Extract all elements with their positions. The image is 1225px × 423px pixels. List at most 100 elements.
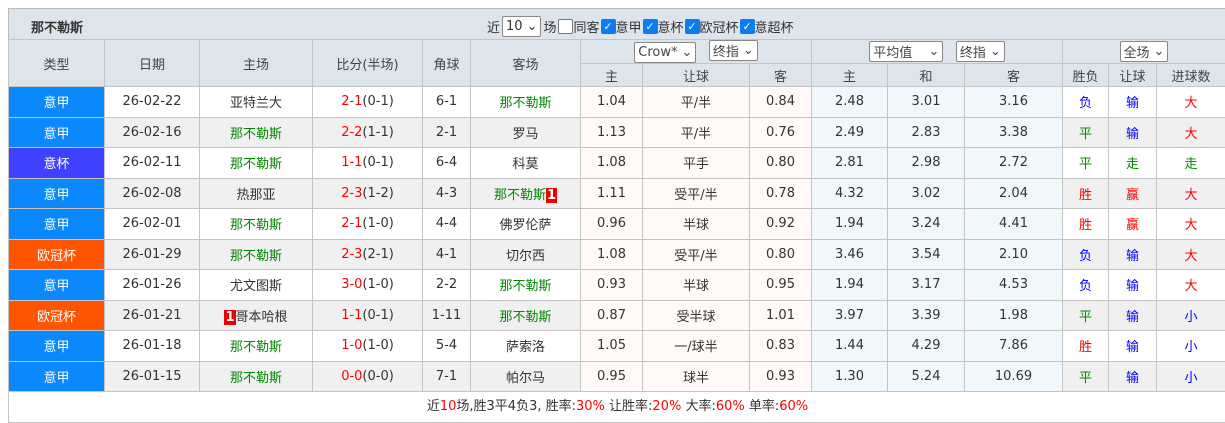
score[interactable]: 0-0(0-0)	[313, 361, 423, 392]
checkbox-icon[interactable]: ✓	[643, 19, 658, 34]
chevron-down-icon: ⌄	[743, 43, 754, 58]
away-team[interactable]: 罗马	[471, 117, 581, 148]
score[interactable]: 3-0(1-0)	[313, 270, 423, 301]
home-team[interactable]: 那不勒斯	[200, 239, 313, 270]
competition-type[interactable]: 意甲	[9, 178, 105, 209]
filter-checkbox[interactable]: ✓意杯	[643, 17, 684, 36]
goals-result: 小	[1157, 361, 1225, 392]
checkbox-icon[interactable]: ✓	[601, 19, 616, 34]
home-team[interactable]: 那不勒斯	[200, 148, 313, 179]
goals-result: 大	[1157, 270, 1225, 301]
competition-type[interactable]: 意甲	[9, 87, 105, 118]
score[interactable]: 2-3(1-2)	[313, 178, 423, 209]
checkbox-icon[interactable]: ✓	[740, 19, 755, 34]
competition-type[interactable]: 欧冠杯	[9, 300, 105, 331]
home-team-name: 那不勒斯	[230, 371, 282, 386]
win-loss: 平	[1063, 361, 1109, 392]
handicap: 受平/半	[643, 239, 750, 270]
company-value: Crow*	[638, 45, 677, 60]
competition-type[interactable]: 意甲	[9, 361, 105, 392]
filter-label: 欧冠杯	[700, 17, 739, 36]
corners: 2-1	[423, 117, 471, 148]
score[interactable]: 1-0(1-0)	[313, 331, 423, 362]
average-select[interactable]: 平均值 ⌄	[869, 41, 943, 62]
checkbox-icon[interactable]	[558, 19, 573, 34]
away-team[interactable]: 那不勒斯	[471, 300, 581, 331]
odds-type-select-1[interactable]: 终指 ⌄	[709, 40, 758, 61]
home-team[interactable]: 1哥本哈根	[200, 300, 313, 331]
euro-home-odds: 2.81	[812, 148, 888, 179]
home-team[interactable]: 那不勒斯	[200, 361, 313, 392]
handicap-result: 赢	[1109, 178, 1157, 209]
table-row: 意甲 26-02-08 热那亚 2-3(1-2) 4-3 那不勒斯1 1.11 …	[9, 178, 1225, 209]
away-team[interactable]: 萨索洛	[471, 331, 581, 362]
competition-type[interactable]: 意甲	[9, 331, 105, 362]
handicap: 受平/半	[643, 178, 750, 209]
summary: 近10场,胜3平4负3, 胜率:30% 让胜率:20% 大率:60% 单率:60…	[8, 392, 1225, 423]
win-loss: 胜	[1063, 209, 1109, 240]
filter-checkbox[interactable]: ✓欧冠杯	[685, 17, 739, 36]
competition-type[interactable]: 意杯	[9, 148, 105, 179]
chevron-down-icon: ⌄	[682, 45, 693, 60]
half-score: (0-1)	[362, 94, 393, 109]
home-team[interactable]: 那不勒斯	[200, 331, 313, 362]
handicap: 平/半	[643, 87, 750, 118]
home-team-name: 热那亚	[236, 188, 275, 203]
odds-type-select-2[interactable]: 终指⌄	[956, 41, 1005, 62]
euro-away-odds: 7.86	[965, 331, 1063, 362]
away-team[interactable]: 科莫	[471, 148, 581, 179]
summary-text: 近	[427, 399, 440, 414]
home-team-name: 哥本哈根	[236, 310, 288, 325]
home-team[interactable]: 那不勒斯	[200, 209, 313, 240]
competition-type[interactable]: 意甲	[9, 270, 105, 301]
checkbox-icon[interactable]: ✓	[685, 19, 700, 34]
asian-home-odds: 1.13	[581, 117, 643, 148]
match-count-select[interactable]: 10⌄	[502, 16, 541, 37]
away-team[interactable]: 那不勒斯	[471, 87, 581, 118]
home-team-name: 那不勒斯	[230, 157, 282, 172]
score[interactable]: 1-1(0-1)	[313, 148, 423, 179]
company-select[interactable]: Crow* ⌄	[634, 42, 696, 63]
home-team[interactable]: 亚特兰大	[200, 87, 313, 118]
score[interactable]: 2-3(2-1)	[313, 239, 423, 270]
handicap-result: 输	[1109, 300, 1157, 331]
euro-home-odds: 1.30	[812, 361, 888, 392]
summary-text: 让胜率:	[605, 399, 653, 414]
away-team[interactable]: 那不勒斯	[471, 270, 581, 301]
away-team[interactable]: 那不勒斯1	[471, 178, 581, 209]
half-score: (1-0)	[362, 216, 393, 231]
score[interactable]: 1-1(0-1)	[313, 300, 423, 331]
filter-label: 意超杯	[755, 17, 794, 36]
col-win-loss: 胜负	[1063, 64, 1109, 87]
table-row: 意甲 26-01-26 尤文图斯 3-0(1-0) 2-2 那不勒斯 0.93 …	[9, 270, 1225, 301]
score[interactable]: 2-1(1-0)	[313, 209, 423, 240]
away-team[interactable]: 切尔西	[471, 239, 581, 270]
euro-draw-odds: 2.83	[888, 117, 965, 148]
corners: 2-2	[423, 270, 471, 301]
home-team[interactable]: 热那亚	[200, 178, 313, 209]
home-team[interactable]: 那不勒斯	[200, 117, 313, 148]
filter-checkbox[interactable]: ✓意甲	[601, 17, 642, 36]
filter-checkbox[interactable]: ✓意超杯	[740, 17, 794, 36]
scope-select[interactable]: 全场⌄	[1120, 41, 1169, 62]
chevron-down-icon: ⌄	[527, 19, 538, 34]
away-team[interactable]: 帕尔马	[471, 361, 581, 392]
col-away: 客场	[471, 40, 581, 87]
average-value: 平均值	[873, 42, 912, 61]
win-rate: 30%	[576, 399, 605, 414]
score[interactable]: 2-2(1-1)	[313, 117, 423, 148]
asian-home-odds: 1.08	[581, 148, 643, 179]
competition-type[interactable]: 意甲	[9, 209, 105, 240]
odds-type-value: 终指	[713, 41, 739, 60]
filter-label: 同客	[573, 17, 599, 36]
score[interactable]: 2-1(0-1)	[313, 87, 423, 118]
filter-checkbox[interactable]: 同客	[558, 17, 599, 36]
away-team[interactable]: 佛罗伦萨	[471, 209, 581, 240]
home-team[interactable]: 尤文图斯	[200, 270, 313, 301]
competition-type[interactable]: 欧冠杯	[9, 239, 105, 270]
col-euro-draw: 和	[888, 64, 965, 87]
euro-draw-odds: 3.54	[888, 239, 965, 270]
table-row: 欧冠杯 26-01-29 那不勒斯 2-3(2-1) 4-1 切尔西 1.08 …	[9, 239, 1225, 270]
away-team-name: 那不勒斯	[499, 96, 551, 111]
competition-type[interactable]: 意甲	[9, 117, 105, 148]
